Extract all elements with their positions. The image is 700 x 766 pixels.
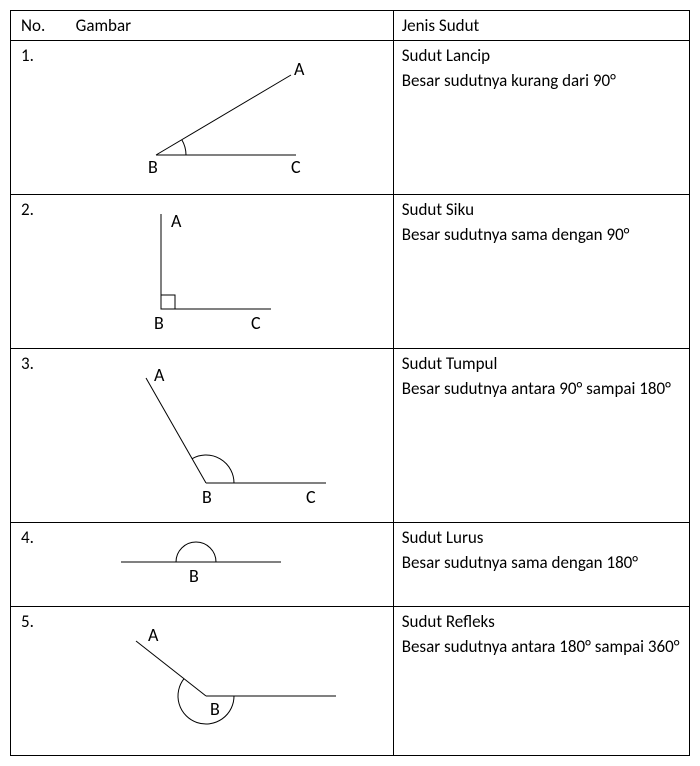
label-A: A: [294, 58, 305, 80]
acute-angle-diagram: B C A: [76, 45, 376, 190]
reflex-angle-diagram: A B: [76, 611, 376, 751]
table-row: 4. B Sudut Lurus Besar sudutnya sama den…: [11, 523, 690, 607]
table-row: 3. B C A Sudut Tumpul Besar sudutnya ant…: [11, 349, 690, 523]
label-B: B: [154, 312, 164, 334]
label-C: C: [251, 312, 261, 334]
cell-no: 2.: [11, 195, 68, 349]
label-C: C: [306, 486, 316, 508]
angle-title: Sudut Siku: [402, 199, 681, 220]
cell-desc: Sudut Refleks Besar sudutnya antara 180°…: [393, 607, 689, 756]
cell-desc: Sudut Tumpul Besar sudutnya antara 90° s…: [393, 349, 689, 523]
angle-desc: Besar sudutnya antara 180° sampai 360°: [402, 634, 681, 660]
label-A: A: [148, 624, 159, 646]
angle-title: Sudut Lancip: [402, 45, 681, 66]
cell-diagram: B C A: [68, 41, 394, 195]
cell-no: 1.: [11, 41, 68, 195]
straight-angle-diagram: B: [76, 527, 376, 602]
label-B: B: [189, 565, 199, 587]
label-C: C: [291, 156, 301, 178]
label-A: A: [171, 210, 182, 232]
angle-title: Sudut Lurus: [402, 527, 681, 548]
angle-title: Sudut Tumpul: [402, 353, 681, 374]
cell-desc: Sudut Lurus Besar sudutnya sama dengan 1…: [393, 523, 689, 607]
angle-types-table: No. Gambar Jenis Sudut 1. B C A Sudut La…: [10, 10, 690, 756]
right-angle-diagram: B C A: [76, 199, 376, 344]
header-gambar: Gambar: [68, 11, 394, 41]
cell-diagram: A B: [68, 607, 394, 756]
table-row: 1. B C A Sudut Lancip Besar sudutnya kur…: [11, 41, 690, 195]
cell-no: 3.: [11, 349, 68, 523]
table-row: 2. B C A Sudut Siku Besar sudutnya sama …: [11, 195, 690, 349]
cell-diagram: B C A: [68, 195, 394, 349]
angle-desc: Besar sudutnya sama dengan 90°: [402, 222, 681, 248]
label-A: A: [154, 364, 165, 386]
cell-diagram: B: [68, 523, 394, 607]
cell-no: 5.: [11, 607, 68, 756]
header-jenis: Jenis Sudut: [393, 11, 689, 41]
cell-diagram: B C A: [68, 349, 394, 523]
label-B: B: [210, 698, 220, 720]
angle-desc: Besar sudutnya antara 90° sampai 180°: [402, 376, 681, 402]
angle-desc: Besar sudutnya sama dengan 180°: [402, 550, 681, 576]
angle-title: Sudut Refleks: [402, 611, 681, 632]
label-B: B: [148, 156, 158, 178]
angle-desc: Besar sudutnya kurang dari 90°: [402, 68, 681, 94]
label-B: B: [202, 486, 212, 508]
obtuse-angle-diagram: B C A: [76, 353, 376, 518]
cell-desc: Sudut Siku Besar sudutnya sama dengan 90…: [393, 195, 689, 349]
cell-desc: Sudut Lancip Besar sudutnya kurang dari …: [393, 41, 689, 195]
header-no: No.: [11, 11, 68, 41]
table-row: 5. A B Sudut Refleks Besar sudutnya anta…: [11, 607, 690, 756]
cell-no: 4.: [11, 523, 68, 607]
